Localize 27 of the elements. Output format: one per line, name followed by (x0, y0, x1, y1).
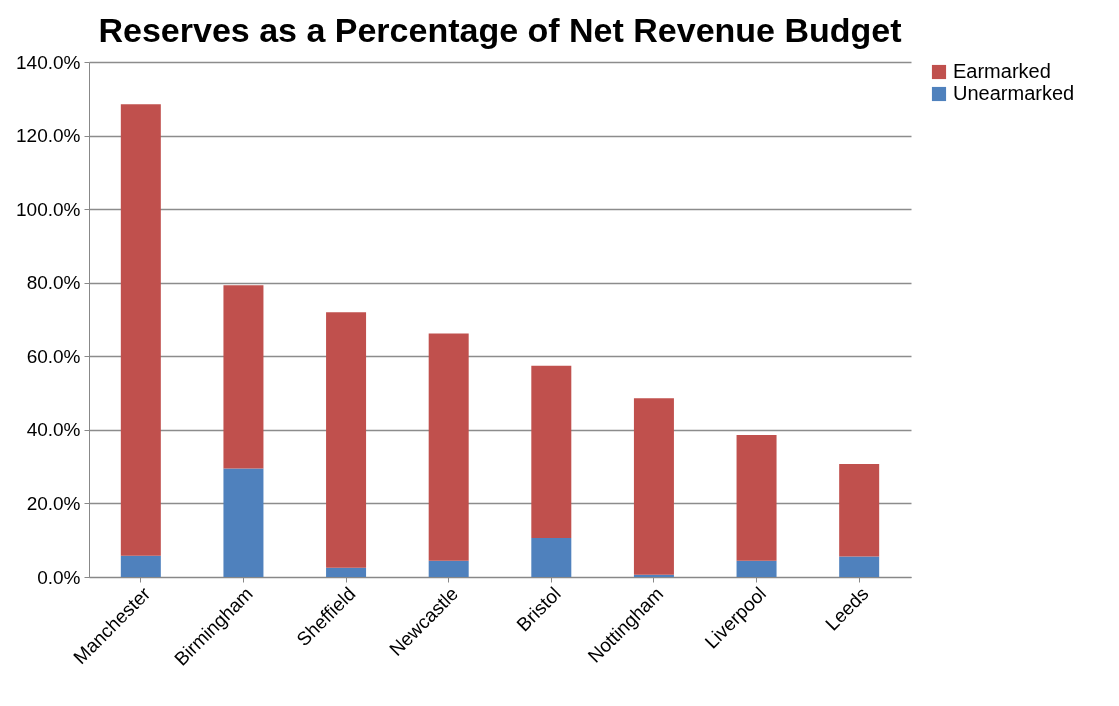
bar (428, 333, 469, 561)
bar (839, 464, 880, 557)
bar (326, 567, 367, 577)
y-tick-label: 60.0% (26, 345, 81, 367)
bar (736, 435, 777, 561)
bar (326, 312, 367, 568)
bar (531, 538, 572, 577)
bar (531, 365, 572, 539)
bar (223, 285, 264, 469)
bar (736, 560, 777, 577)
chart-title: Reserves as a Percentage of Net Revenue Budget (98, 11, 902, 49)
legend-label: Earmarked (953, 60, 1051, 82)
bar (839, 556, 880, 577)
y-tick-label: 20.0% (26, 492, 81, 514)
bar (120, 104, 161, 556)
bar (223, 468, 264, 577)
y-tick-label: 100.0% (16, 198, 81, 220)
legend-label: Unearmarked (953, 82, 1075, 104)
y-tick-label: 120.0% (16, 125, 81, 147)
bar (120, 555, 161, 577)
y-tick-label: 0.0% (37, 566, 81, 588)
bar (428, 560, 469, 577)
y-tick-label: 140.0% (16, 51, 81, 73)
bar (633, 574, 674, 577)
bar (633, 398, 674, 575)
y-tick-label: 80.0% (26, 272, 81, 294)
y-tick-label: 40.0% (26, 419, 81, 441)
